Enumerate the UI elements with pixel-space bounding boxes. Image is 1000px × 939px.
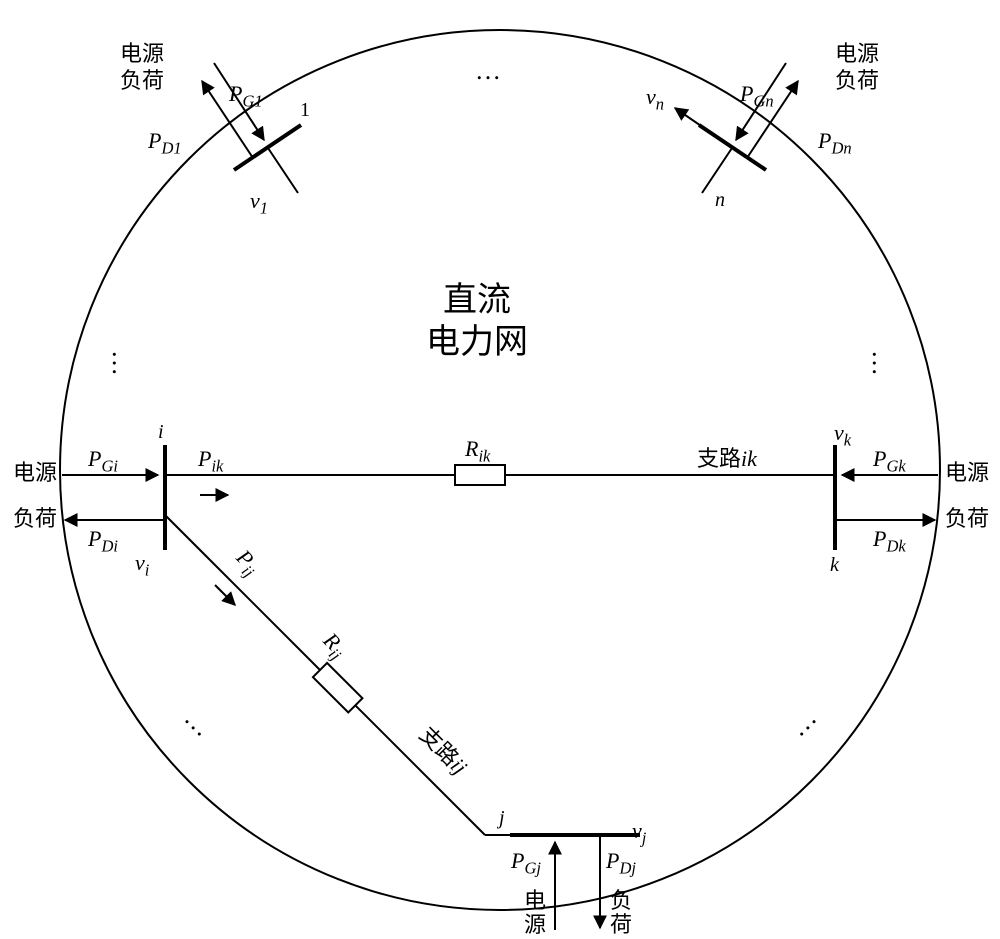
label-vn: vn xyxy=(646,86,664,113)
label-vj: vj xyxy=(632,820,646,847)
title-line1: 直流 xyxy=(443,284,511,318)
label-load-j-1: 负 xyxy=(610,890,632,912)
label-PDj: PDj xyxy=(606,850,636,877)
label-load-i: 负荷 xyxy=(13,508,57,530)
ellipsis-left-upper: … xyxy=(108,350,134,376)
title-line2: 电力网 xyxy=(426,326,528,360)
branch-ij-seg2 xyxy=(210,560,320,670)
label-v1: v1 xyxy=(250,190,268,217)
label-PG1: PG1 xyxy=(229,83,263,110)
label-source-1: 电源 xyxy=(120,43,164,65)
label-load-k: 负荷 xyxy=(945,508,989,530)
label-source-j-1: 电 xyxy=(524,890,546,912)
label-load-j-2: 荷 xyxy=(610,914,632,936)
label-source-i: 电源 xyxy=(13,462,57,484)
stub-1 xyxy=(268,148,298,193)
ellipsis-top: … xyxy=(475,58,507,84)
label-vi: vi xyxy=(135,552,149,579)
label-PGn: PGn xyxy=(740,83,774,110)
label-noden: n xyxy=(715,190,725,210)
label-vk: vk xyxy=(834,422,851,449)
label-nodei: i xyxy=(158,422,164,442)
label-node1: 1 xyxy=(300,100,310,120)
resistor-ik xyxy=(455,465,505,485)
label-PGi: PGi xyxy=(88,448,118,475)
arrow-pij xyxy=(215,585,235,605)
label-Pik: Pik xyxy=(198,448,223,475)
label-source-k: 电源 xyxy=(945,462,989,484)
label-nodek: k xyxy=(830,555,839,575)
ellipsis-right-upper: … xyxy=(868,350,894,376)
label-PDk: PDk xyxy=(873,528,906,555)
label-branch-ik: 支路ik xyxy=(697,448,757,470)
label-PD1: PD1 xyxy=(148,130,182,157)
label-PGk: PGk xyxy=(873,448,906,475)
stub-n xyxy=(702,148,732,193)
arrow-vn xyxy=(675,108,704,128)
branch-ij-seg1 xyxy=(165,515,210,560)
bus-1 xyxy=(234,125,301,170)
label-source-j-2: 源 xyxy=(524,914,546,936)
branch-ij-seg3 xyxy=(355,705,485,835)
resistor-ij xyxy=(313,663,362,712)
resistor-ij-group xyxy=(313,663,362,712)
label-load-1: 负荷 xyxy=(120,70,164,92)
label-nodej: j xyxy=(499,808,505,828)
label-PDn: PDn xyxy=(818,130,852,157)
label-load-n: 负荷 xyxy=(835,70,879,92)
label-source-n: 电源 xyxy=(835,43,879,65)
label-PDi: PDi xyxy=(88,528,118,555)
label-Rik: Rik xyxy=(465,438,490,465)
label-PGj: PGj xyxy=(511,850,541,877)
diagram-stage: 直流 电力网 … … … … … 电源 负荷 PG1 PD1 1 v1 电源 负… xyxy=(0,0,1000,939)
bus-n xyxy=(699,125,766,170)
